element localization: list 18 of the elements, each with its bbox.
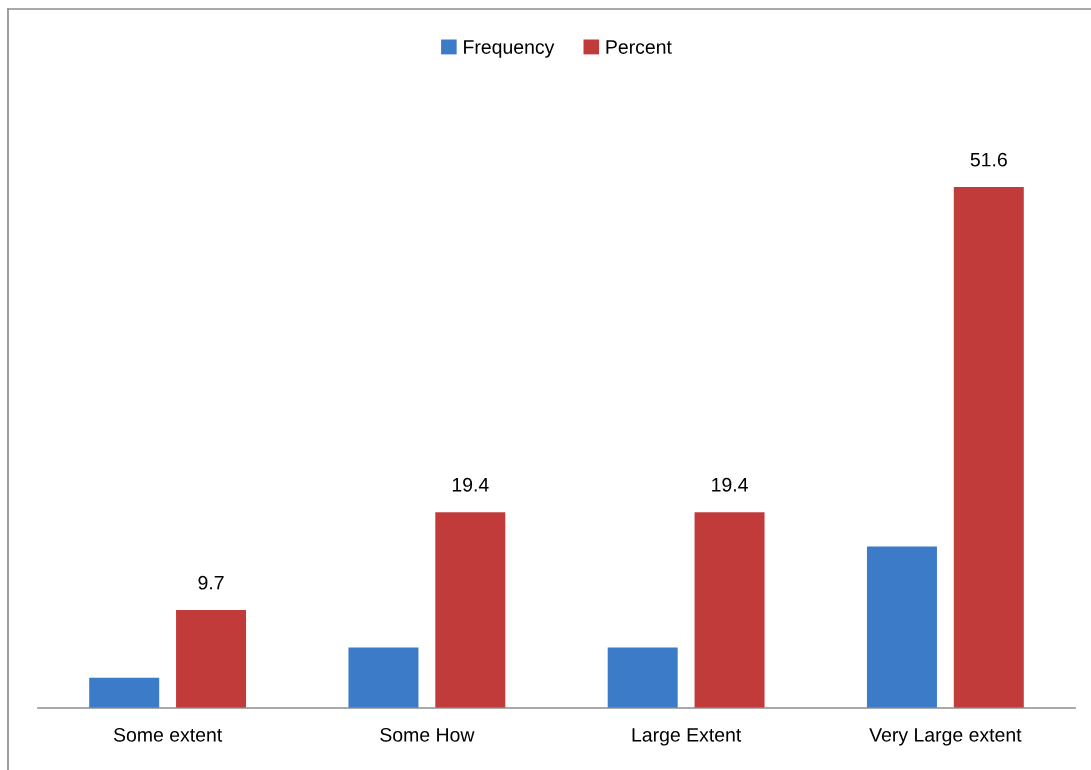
x-tick-label: Some How — [380, 727, 475, 742]
bar — [866, 546, 937, 708]
bar — [435, 512, 506, 708]
x-tick-label: Some extent — [113, 727, 223, 742]
data-label: 19.4 — [452, 477, 489, 492]
bar — [953, 187, 1024, 708]
bar — [89, 677, 160, 708]
x-tick-label: Very Large extent — [869, 728, 1022, 746]
x-tick-label: Large Extent — [632, 728, 742, 746]
bar — [694, 512, 765, 708]
bar — [607, 647, 678, 708]
legend-label: Frequency — [464, 40, 555, 58]
data-label: 51.6 — [970, 152, 1007, 167]
bar — [348, 647, 419, 708]
data-label: 9.7 — [198, 575, 224, 590]
legend-label: Percent — [606, 40, 672, 54]
bar — [176, 610, 247, 708]
data-label: 19.4 — [712, 477, 748, 492]
